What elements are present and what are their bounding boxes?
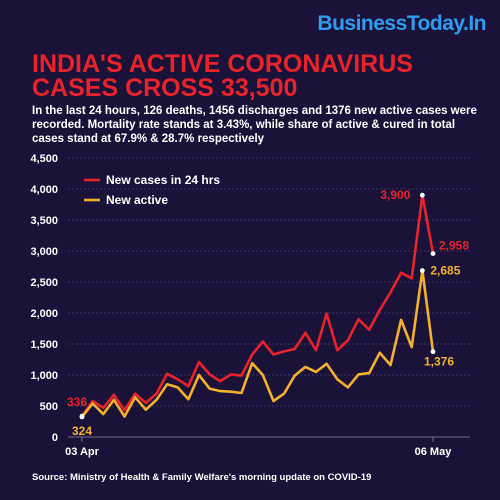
data-label: 2,958 xyxy=(439,239,469,253)
x-tick-label: 03 Apr xyxy=(65,446,100,458)
legend-label: New cases in 24 hrs xyxy=(106,173,220,187)
line-chart: 0 500 1,000 1,500 2,000 2,500 3,000 3,500 4,000 4… xyxy=(30,153,470,458)
data-point-marker xyxy=(419,192,425,198)
series-line-0 xyxy=(80,193,435,418)
y-tick-label: 0 xyxy=(52,432,58,444)
data-point-marker xyxy=(419,268,425,273)
brand-logo: BusinessToday.In xyxy=(317,12,486,35)
y-tick-label: 3,000 xyxy=(30,246,58,258)
series-line-1 xyxy=(80,269,435,419)
data-label: 336 xyxy=(67,395,87,409)
summary-text: In the last 24 hours, 126 deaths, 1456 d… xyxy=(32,105,477,145)
y-tick-label: 4,500 xyxy=(30,153,58,165)
headline-line-1: INDIA'S ACTIVE CORONAVIRUS xyxy=(32,50,413,78)
headline-line-2: CASES CROSS 33,500 xyxy=(32,74,298,102)
y-tick-label: 1,500 xyxy=(30,339,58,351)
legend-label: New active xyxy=(106,193,168,207)
data-label: 3,900 xyxy=(380,188,410,202)
chart-container: 0 500 1,000 1,500 2,000 2,500 3,000 3,500 4,000 4… xyxy=(0,148,500,468)
y-tick-label: 500 xyxy=(40,401,58,413)
y-tick-label: 2,500 xyxy=(30,277,58,289)
y-tick-label: 1,000 xyxy=(30,370,58,382)
y-tick-label: 4,000 xyxy=(30,184,58,196)
y-tick-label: 3,500 xyxy=(30,215,58,227)
page-title: INDIA'S ACTIVE CORONAVIRUS CASES CROSS 3… xyxy=(32,50,472,102)
data-point-marker xyxy=(430,349,436,355)
data-label: 1,376 xyxy=(424,355,454,369)
data-point-marker xyxy=(79,414,85,420)
source-note: Source: Ministry of Health & Family Welf… xyxy=(32,472,372,483)
data-label: 324 xyxy=(72,424,92,438)
x-tick-label: 06 May xyxy=(415,446,453,458)
data-point-marker xyxy=(430,251,436,257)
y-tick-label: 2,000 xyxy=(30,308,58,320)
data-label: 2,685 xyxy=(430,264,460,278)
